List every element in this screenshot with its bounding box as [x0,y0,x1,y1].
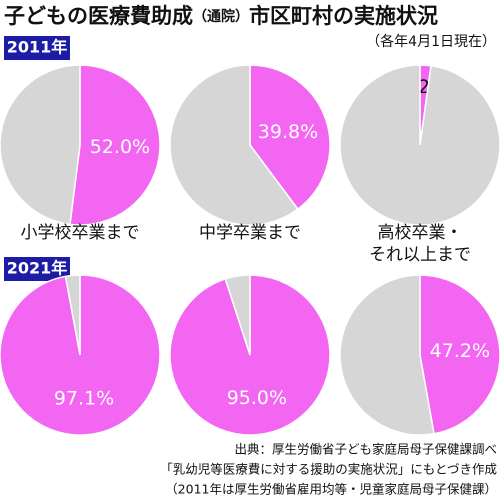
value-label: 95.0% [227,387,287,409]
year-label: 2011年 [7,38,68,57]
value-label: 97.1% [54,387,114,409]
subtitle: （各年4月1日現在） [366,34,496,50]
pie-slice [339,274,435,436]
value-label: 52.0% [90,136,150,158]
title-tail: 市区町村の実施状況 [249,4,438,28]
pie-slice [339,64,500,226]
pie-slice [224,274,251,356]
pie-slice [64,274,81,356]
pie-label: それ以上まで [369,245,471,265]
source-note: （2011年は厚生労働省雇用均等・児童家庭局母子保健課） [165,482,497,497]
pie-slice [69,64,161,226]
pie-slice [249,64,331,211]
title-main: 子どもの医療費助成 [4,4,193,28]
source-note: 「乳幼児等医療費に対する援助の実施状況」にもとづき作成 [160,462,497,477]
pie-slice [169,64,299,226]
year-badge [4,36,70,60]
value-label: 39.8% [258,121,318,143]
value-label: 47.2% [430,340,490,362]
chart-title: 子どもの医療費助成（通院）市区町村の実施状況 [4,4,438,28]
pie-label: 中学卒業まで [199,223,301,243]
source-note: 出典：厚生労働省子ども家庭局母子保健課調べ [234,442,497,457]
pie-label: 高校卒業・ [378,223,463,243]
pie-slice [0,64,81,226]
year-label: 2021年 [7,259,68,278]
year-badge [4,257,70,281]
title-small: （通院） [193,8,249,25]
pie-label: 小学校卒業まで [21,223,140,243]
